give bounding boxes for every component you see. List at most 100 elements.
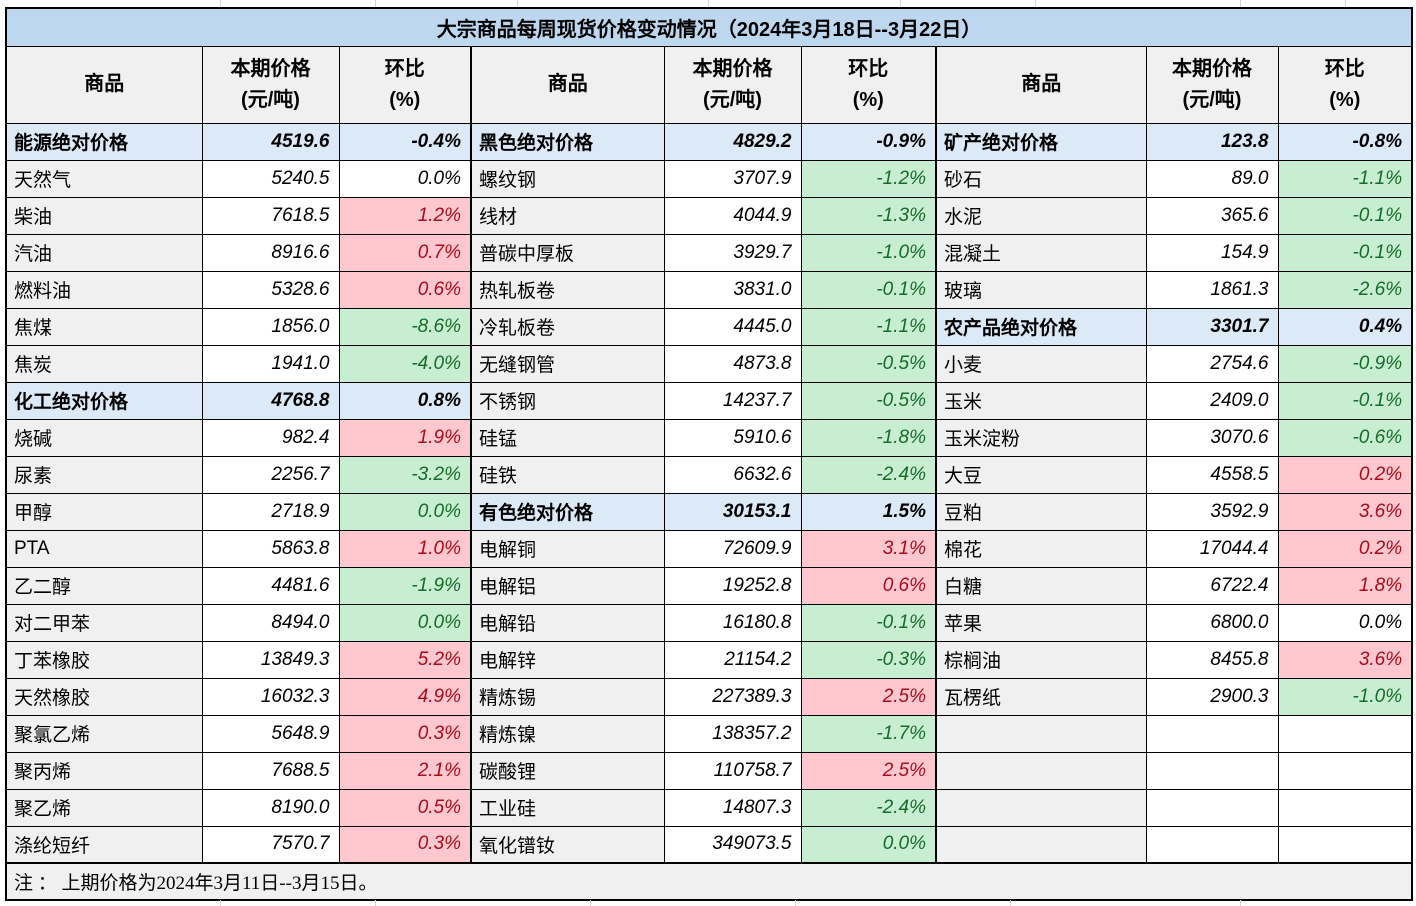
gridline-tick <box>1035 0 1036 7</box>
cell-commodity-name: 大豆 <box>935 455 1147 494</box>
table-row: 对二甲苯 8494.0 0.0% 电解铅 16180.8 -0.1% 苹果 6800.0 0.0… <box>5 603 1413 642</box>
header-price: 本期价格 (元/吨) <box>1145 45 1279 124</box>
cell-pct: 1.2% <box>338 196 472 235</box>
cell-commodity-name: 砂石 <box>935 159 1147 198</box>
cell-price: 5648.9 <box>201 714 340 753</box>
cell-price: 19252.8 <box>663 566 802 605</box>
cell-price: 3929.7 <box>663 233 802 272</box>
cell-pct: 0.2% <box>1277 529 1413 568</box>
cell-pct: -0.1% <box>800 270 937 309</box>
header-price-label: 本期价格 <box>692 57 773 80</box>
header-commodity-label: 商品 <box>1021 73 1062 95</box>
cell-price: 16180.8 <box>663 603 802 642</box>
cell-commodity-name: 精炼锡 <box>470 677 665 716</box>
cell-price: 16032.3 <box>201 677 340 716</box>
cell-commodity-name: 热轧板卷 <box>470 270 665 309</box>
table-row: 烧碱 982.4 1.9% 硅锰 5910.6 -1.8% 玉米淀粉 3070.6 -0.6% <box>5 418 1413 457</box>
cell-price: 1861.3 <box>1145 270 1279 309</box>
table-row: 丁苯橡胶 13849.3 5.2% 电解锌 21154.2 -0.3% 棕榈油 8455.8 3… <box>5 640 1413 679</box>
cell-pct: -0.1% <box>1277 196 1413 235</box>
cell-pct: -1.1% <box>1277 159 1413 198</box>
cell-commodity-name: 硅锰 <box>470 418 665 457</box>
cell-price: 4445.0 <box>663 307 802 346</box>
commodity-price-table: 大宗商品每周现货价格变动情况（2024年3月18日--3月22日） 商品 本期价… <box>5 7 1414 901</box>
cell-pct <box>1277 788 1413 827</box>
cell-pct: -3.2% <box>338 455 472 494</box>
header-pct-unit: (%) <box>1329 88 1361 111</box>
cell-commodity-name <box>935 751 1147 790</box>
cell-commodity-name: 棉花 <box>935 529 1147 568</box>
table-body: 能源绝对价格 4519.6 -0.4% 黑色绝对价格 4829.2 -0.9% 矿产绝对价格… <box>5 122 1413 864</box>
cell-commodity-name: 汽油 <box>5 233 203 272</box>
cell-price: 349073.5 <box>663 825 802 864</box>
cell-pct: 3.1% <box>800 529 937 568</box>
cell-commodity-name: 水泥 <box>935 196 1147 235</box>
cell-commodity-name: 丁苯橡胶 <box>5 640 203 679</box>
cell-commodity-name: 烧碱 <box>5 418 203 457</box>
excel-gridlines-top <box>0 0 1416 7</box>
header-commodity: 商品 <box>470 45 665 124</box>
cell-price: 4873.8 <box>663 344 802 383</box>
cell-commodity-name: 混凝土 <box>935 233 1147 272</box>
cell-commodity-name: 电解铜 <box>470 529 665 568</box>
header-price: 本期价格 (元/吨) <box>201 45 340 124</box>
cell-commodity-name: 普碳中厚板 <box>470 233 665 272</box>
gridline-tick <box>1345 0 1346 7</box>
cell-pct: 2.5% <box>800 751 937 790</box>
cell-pct: -0.4% <box>338 122 472 161</box>
cell-commodity-name: 矿产绝对价格 <box>935 122 1147 161</box>
cell-commodity-name <box>935 825 1147 864</box>
header-commodity-label: 商品 <box>547 73 588 95</box>
cell-pct: -1.2% <box>800 159 937 198</box>
cell-price: 3707.9 <box>663 159 802 198</box>
cell-price: 154.9 <box>1145 233 1279 272</box>
cell-price: 3592.9 <box>1145 492 1279 531</box>
cell-pct: -2.4% <box>800 455 937 494</box>
cell-price: 5328.6 <box>201 270 340 309</box>
cell-price <box>1145 714 1279 753</box>
table-row: 焦煤 1856.0 -8.6% 冷轧板卷 4445.0 -1.1% 农产品绝对价格 3301.… <box>5 307 1413 346</box>
cell-commodity-name: 有色绝对价格 <box>470 492 665 531</box>
cell-commodity-name: 天然气 <box>5 159 203 198</box>
cell-price: 7688.5 <box>201 751 340 790</box>
cell-pct: 0.3% <box>338 714 472 753</box>
cell-price: 2754.6 <box>1145 344 1279 383</box>
cell-pct: -1.0% <box>1277 677 1413 716</box>
cell-commodity-name: 精炼镍 <box>470 714 665 753</box>
cell-price: 4519.6 <box>201 122 340 161</box>
cell-price: 30153.1 <box>663 492 802 531</box>
table-row: 天然气 5240.5 0.0% 螺纹钢 3707.9 -1.2% 砂石 89.0 -1.1% <box>5 159 1413 198</box>
cell-commodity-name: 螺纹钢 <box>470 159 665 198</box>
gridline-tick <box>708 0 709 7</box>
table-row: 聚氯乙烯 5648.9 0.3% 精炼镍 138357.2 -1.7% <box>5 714 1413 753</box>
cell-commodity-name: 聚丙烯 <box>5 751 203 790</box>
cell-pct: 0.5% <box>338 788 472 827</box>
cell-commodity-name: 氧化镨钕 <box>470 825 665 864</box>
table-row: 天然橡胶 16032.3 4.9% 精炼锡 227389.3 2.5% 瓦楞纸 2900.3-… <box>5 677 1413 716</box>
header-pct-unit: (%) <box>852 88 884 111</box>
table-row: PTA 5863.8 1.0% 电解铜 72609.9 3.1% 棉花 17044.4 0.2% <box>5 529 1413 568</box>
cell-commodity-name: 涤纶短纤 <box>5 825 203 864</box>
table-row: 聚丙烯 7688.5 2.1% 碳酸锂 110758.7 2.5% <box>5 751 1413 790</box>
cell-price: 8494.0 <box>201 603 340 642</box>
cell-pct: 0.2% <box>1277 455 1413 494</box>
cell-price: 7618.5 <box>201 196 340 235</box>
cell-price: 6722.4 <box>1145 566 1279 605</box>
cell-commodity-name: 黑色绝对价格 <box>470 122 665 161</box>
cell-commodity-name: 能源绝对价格 <box>5 122 203 161</box>
table-row: 甲醇 2718.9 0.0% 有色绝对价格 30153.1 1.5% 豆粕 3592.9 3.6… <box>5 492 1413 531</box>
cell-commodity-name: 玻璃 <box>935 270 1147 309</box>
cell-commodity-name <box>935 714 1147 753</box>
cell-commodity-name: 无缝钢管 <box>470 344 665 383</box>
cell-price: 982.4 <box>201 418 340 457</box>
table-row: 柴油 7618.5 1.2% 线材 4044.9 -1.3% 水泥 365.6 -0.1% <box>5 196 1413 235</box>
cell-pct: 0.8% <box>338 381 472 420</box>
cell-commodity-name: 乙二醇 <box>5 566 203 605</box>
cell-pct: 3.6% <box>1277 492 1413 531</box>
cell-price: 5863.8 <box>201 529 340 568</box>
cell-pct: -0.3% <box>800 640 937 679</box>
cell-pct: 2.1% <box>338 751 472 790</box>
cell-price: 72609.9 <box>663 529 802 568</box>
cell-commodity-name: 电解锌 <box>470 640 665 679</box>
table-title: 大宗商品每周现货价格变动情况（2024年3月18日--3月22日） <box>5 7 1413 47</box>
